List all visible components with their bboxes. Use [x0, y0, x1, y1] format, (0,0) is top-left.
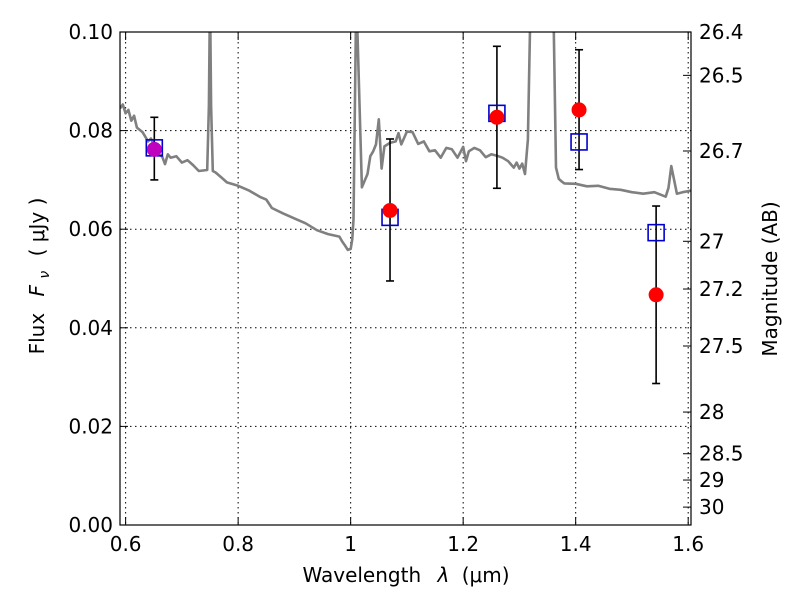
grid [120, 32, 691, 525]
mag-tick-label: 27.5 [699, 334, 744, 358]
x-axis-label-text: Wavelength [302, 563, 421, 587]
plot-area [120, 32, 691, 385]
x-axis-label-symbol: λ [437, 563, 450, 587]
model-spectrum-line [120, 32, 691, 252]
synthetic-flux-square [647, 223, 665, 242]
observed-flux-point [146, 141, 162, 157]
y-axis-label: Flux F ν ( μJy ) [25, 198, 54, 355]
mag-tick-label: 27 [699, 229, 724, 253]
x-tick-label: 1.6 [672, 532, 704, 556]
y-tick-label: 0.00 [68, 513, 113, 537]
y-axis-label-subscript: ν [37, 271, 53, 279]
y-axis-label-unit: ( μJy ) [25, 198, 49, 257]
synthetic-flux-square [570, 133, 588, 151]
x-axis-label-unit: (μm) [462, 563, 510, 587]
y2-axis-label: Magnitude (AB) [758, 201, 782, 356]
plot-frame [119, 31, 692, 526]
y-tick-label: 0.10 [68, 20, 113, 44]
y-tick-label: 0.04 [68, 316, 113, 340]
x-axis-label: Wavelength λ (μm) [302, 563, 509, 587]
mag-tick-label: 26.4 [699, 20, 744, 44]
y-tick-label: 0.08 [68, 119, 113, 143]
mag-tick-label: 26.5 [699, 63, 744, 87]
mag-tick-label: 29 [699, 468, 724, 492]
y-tick-label: 0.06 [68, 217, 113, 241]
observed-flux-point [571, 102, 587, 118]
x-tick-label: 0.8 [222, 532, 254, 556]
y-axis-label-text: Flux [25, 313, 49, 355]
x-tick-label: 1.2 [447, 532, 479, 556]
y-axis-label-symbol: F [25, 284, 49, 296]
x-tick-label: 1.4 [560, 532, 592, 556]
mag-tick-label: 30 [699, 495, 724, 519]
observed-flux-point [489, 109, 505, 125]
observed-flux-point [648, 287, 664, 303]
observed-flux-point [382, 202, 398, 218]
mag-tick-label: 28.5 [699, 442, 744, 466]
axes: 0.00 0.02 0.04 0.06 0.08 0.10 0.6 0.8 1 1.2 1.4 1.6… [68, 20, 743, 556]
x-tick-label: 0.6 [110, 532, 142, 556]
mag-tick-label: 28 [699, 400, 724, 424]
mag-tick-label: 26.7 [699, 139, 744, 163]
x-tick-label: 1 [344, 532, 357, 556]
mag-tick-label: 27.2 [699, 277, 744, 301]
y-tick-label: 0.02 [68, 414, 113, 438]
